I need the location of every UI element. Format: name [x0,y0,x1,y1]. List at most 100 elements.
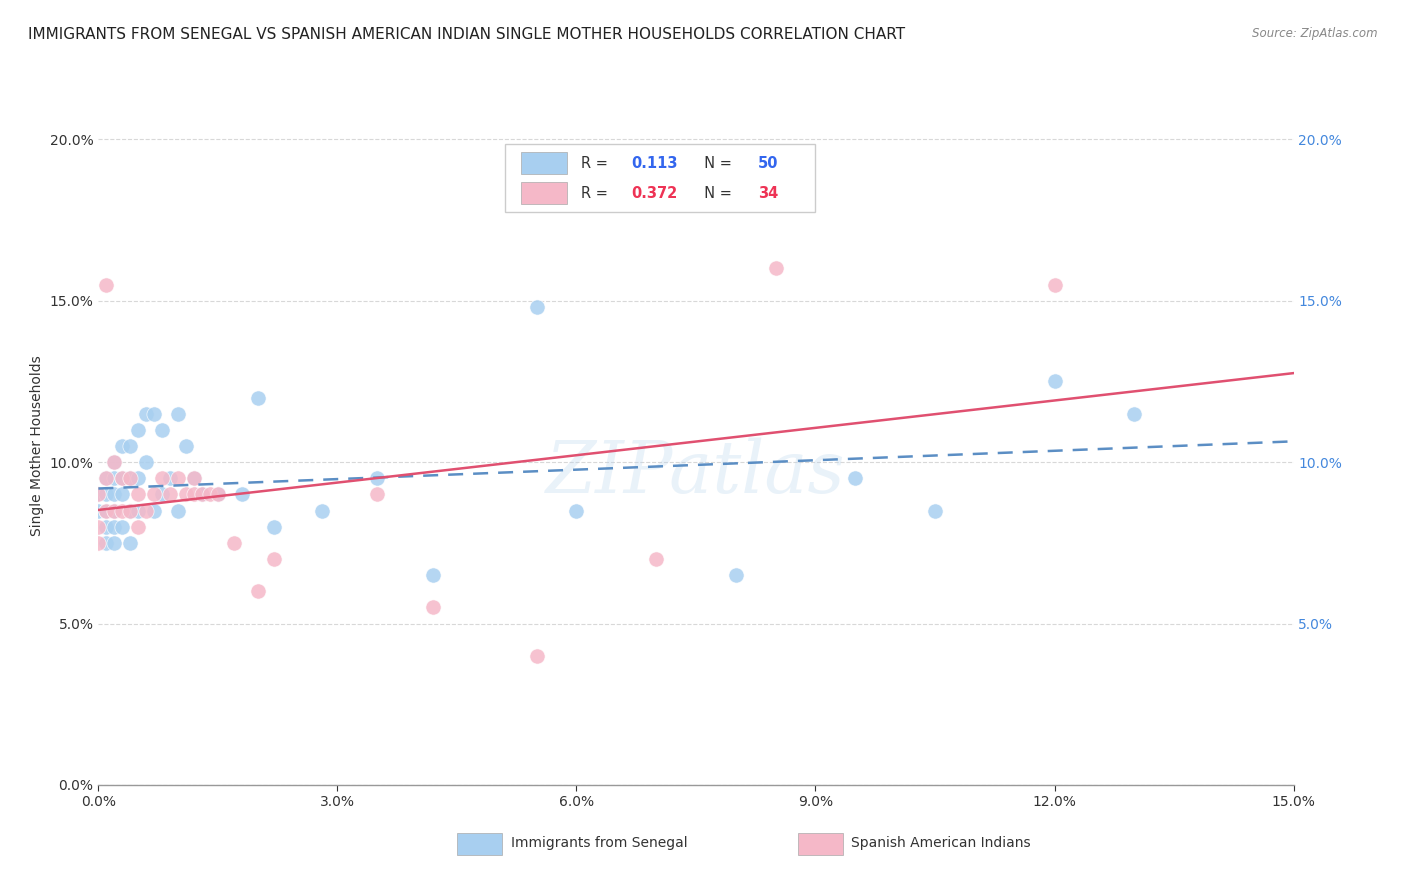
Text: IMMIGRANTS FROM SENEGAL VS SPANISH AMERICAN INDIAN SINGLE MOTHER HOUSEHOLDS CORR: IMMIGRANTS FROM SENEGAL VS SPANISH AMERI… [28,27,905,42]
Point [150,487,173,501]
Point [120,503,142,517]
Text: ZIPatlas: ZIPatlas [546,438,846,508]
Text: 34: 34 [758,186,779,201]
Point [1043,277,1066,292]
Point [87,487,110,501]
Point [111,471,134,485]
Text: Immigrants from Senegal: Immigrants from Senegal [510,836,688,849]
Point [111,519,134,533]
Point [120,471,142,485]
Point [120,503,142,517]
Point [103,455,125,469]
Point [127,487,149,501]
Point [724,568,747,582]
Point [87,536,110,550]
Point [127,503,149,517]
Point [526,648,548,663]
Point [120,536,142,550]
Point [924,503,946,517]
Point [159,487,181,501]
FancyBboxPatch shape [522,182,567,204]
Point [246,391,269,405]
Point [127,519,149,533]
FancyBboxPatch shape [505,145,815,212]
Point [231,487,253,501]
Point [167,503,190,517]
Point [150,471,173,485]
Point [96,503,118,517]
Point [135,407,157,421]
Point [1043,375,1066,389]
Text: Source: ZipAtlas.com: Source: ZipAtlas.com [1253,27,1378,40]
Point [263,519,285,533]
Point [103,487,125,501]
Point [135,455,157,469]
Point [645,552,668,566]
Point [96,277,118,292]
Point [198,487,221,501]
Point [87,487,110,501]
Point [96,536,118,550]
Point [87,519,110,533]
Text: 0.372: 0.372 [631,186,678,201]
Point [111,487,134,501]
Point [422,600,444,615]
Point [191,487,214,501]
FancyBboxPatch shape [797,833,844,855]
Point [207,487,229,501]
Text: 0.113: 0.113 [631,156,678,170]
Point [96,503,118,517]
FancyBboxPatch shape [522,153,567,174]
FancyBboxPatch shape [457,833,502,855]
Point [311,503,333,517]
Point [174,487,197,501]
Point [565,503,588,517]
Point [222,536,245,550]
Text: 50: 50 [758,156,779,170]
Point [103,503,125,517]
Text: R =: R = [581,186,613,201]
Point [96,519,118,533]
Point [526,300,548,314]
Point [207,487,229,501]
Point [96,487,118,501]
Point [103,536,125,550]
Point [103,455,125,469]
Point [183,487,205,501]
Point [174,439,197,453]
Text: N =: N = [695,186,737,201]
Point [103,471,125,485]
Point [111,503,134,517]
Point [167,471,190,485]
Text: R =: R = [581,156,613,170]
Point [127,423,149,437]
Y-axis label: Single Mother Households: Single Mother Households [30,356,44,536]
Point [103,519,125,533]
Text: Spanish American Indians: Spanish American Indians [852,836,1031,849]
Point [143,487,166,501]
Point [96,471,118,485]
Point [111,439,134,453]
Point [87,503,110,517]
Point [422,568,444,582]
Point [96,471,118,485]
Point [765,261,787,276]
Point [1123,407,1146,421]
Point [246,584,269,599]
Point [183,471,205,485]
Point [183,471,205,485]
Point [150,423,173,437]
Point [143,503,166,517]
Point [263,552,285,566]
Point [127,471,149,485]
Point [103,503,125,517]
Point [135,503,157,517]
Point [159,471,181,485]
Point [844,471,866,485]
Point [366,471,388,485]
Point [111,471,134,485]
Point [366,487,388,501]
Point [120,439,142,453]
Text: N =: N = [695,156,737,170]
Point [143,407,166,421]
